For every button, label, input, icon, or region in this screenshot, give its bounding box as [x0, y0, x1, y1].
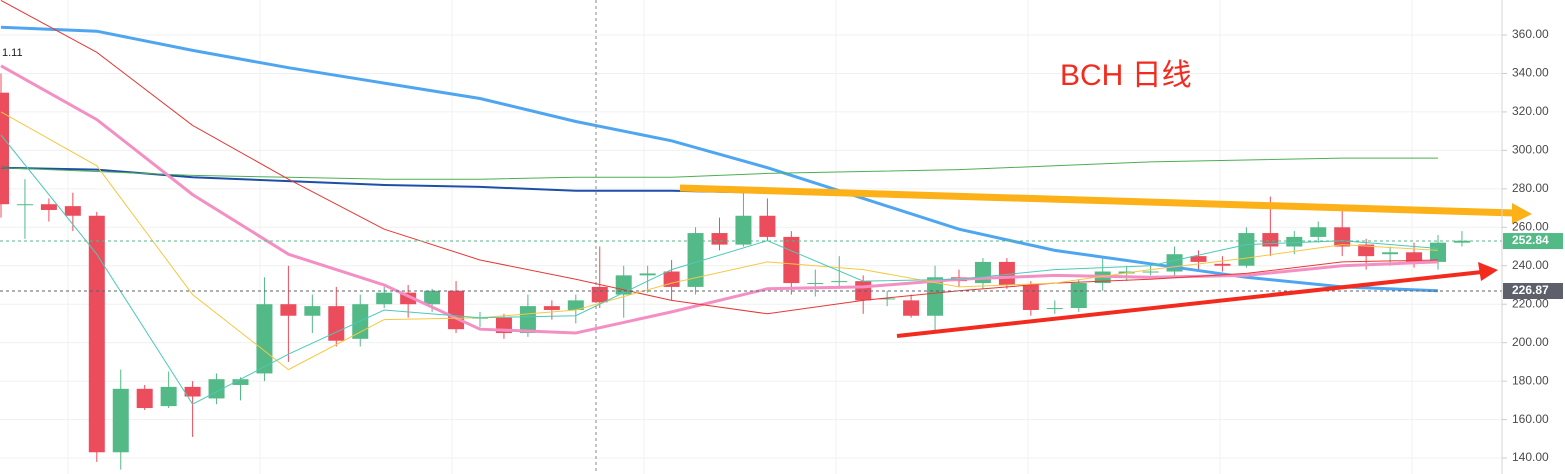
candle-body — [759, 215, 776, 237]
candle-body — [40, 204, 57, 210]
candle-body — [256, 304, 273, 374]
candle-body — [88, 215, 105, 453]
arrow-head — [1478, 262, 1498, 281]
candle-body — [543, 306, 560, 310]
candle-body — [735, 215, 752, 245]
y-tick-label: 160.00 — [1512, 412, 1549, 426]
candle-body — [687, 233, 704, 287]
candle-body — [1430, 242, 1446, 262]
candle-body — [783, 236, 800, 284]
moving-average-line — [0, 64, 1439, 335]
candle-body — [1310, 227, 1327, 237]
y-tick-label: 280.00 — [1512, 181, 1549, 195]
candle-body — [591, 286, 608, 303]
price-axis: 140.00 160.00 180.00 200.00 220.00 240.00 260.… — [1502, 0, 1563, 464]
candle-body — [64, 206, 81, 216]
y-tick-label: 300.00 — [1512, 143, 1549, 157]
candle-body — [448, 290, 465, 330]
candle-body — [903, 300, 920, 316]
candle-body — [400, 292, 417, 305]
trend-line — [679, 184, 1516, 217]
candle-body — [1238, 233, 1255, 266]
candle-body — [232, 379, 249, 385]
moving-average-line — [0, 0, 1439, 315]
candle-body — [807, 283, 824, 285]
candle-body — [1022, 284, 1039, 310]
price-tag-label: 226.87 — [1512, 283, 1549, 297]
candle-body — [1334, 227, 1351, 247]
arrow-head — [1512, 203, 1532, 224]
candle-body — [927, 277, 944, 316]
candle-body — [1286, 236, 1303, 247]
candle-body — [998, 261, 1015, 285]
candle-body — [0, 92, 9, 205]
candle-body — [1406, 252, 1423, 264]
candle-body — [663, 271, 680, 287]
candle-body — [328, 306, 345, 341]
candle-body — [879, 298, 896, 300]
candle-body — [1358, 244, 1375, 257]
trend-arrows — [679, 184, 1532, 338]
y-tick-label: 140.00 — [1512, 450, 1549, 464]
y-tick-label: 240.00 — [1512, 258, 1549, 272]
y-tick-label: 260.00 — [1512, 219, 1549, 233]
moving-average-line — [0, 134, 1439, 405]
moving-average-line — [0, 111, 1439, 371]
candle-body — [424, 290, 441, 305]
y-tick-label: 180.00 — [1512, 373, 1549, 387]
candle-body — [1046, 308, 1063, 310]
price-tag — [1503, 282, 1563, 299]
candle-body — [112, 388, 129, 453]
candle-body — [1070, 283, 1087, 309]
trend-line — [896, 270, 1483, 338]
candle-body — [304, 306, 321, 316]
y-tick-label: 340.00 — [1512, 66, 1549, 80]
price-tag — [1503, 233, 1563, 250]
moving-average-line — [0, 157, 1438, 180]
candle-body — [1382, 252, 1399, 255]
y-tick-label: 220.00 — [1512, 296, 1549, 310]
price-tag-label: 252.84 — [1512, 233, 1549, 247]
plot-area — [0, 0, 1502, 470]
candle-body — [16, 204, 33, 206]
candle-body — [855, 281, 872, 301]
y-tick-label: 360.00 — [1512, 27, 1549, 41]
candle-body — [184, 386, 201, 397]
candle-body — [1214, 263, 1231, 266]
candle-body — [1453, 240, 1470, 243]
candle-body — [1142, 271, 1159, 273]
candle-body — [160, 386, 177, 407]
candle-body — [567, 300, 584, 310]
y-tick-label: 380.00 — [1512, 0, 1549, 3]
candle-body — [1190, 256, 1207, 262]
y-tick-label: 320.00 — [1512, 104, 1549, 118]
candle-body — [831, 281, 848, 283]
y-tick-label: 200.00 — [1512, 335, 1549, 349]
chart-title: BCH 日线 — [1060, 59, 1192, 92]
annotation: 1.11 — [2, 47, 23, 59]
candle-body — [1262, 233, 1279, 247]
candle-body — [280, 304, 297, 316]
candle-body — [376, 292, 393, 305]
candle-body — [136, 388, 153, 409]
candle-body — [639, 273, 656, 276]
moving-average-line — [0, 25, 1439, 293]
candle-body — [519, 306, 536, 334]
candle-body — [615, 275, 632, 295]
candle-body — [711, 233, 728, 245]
